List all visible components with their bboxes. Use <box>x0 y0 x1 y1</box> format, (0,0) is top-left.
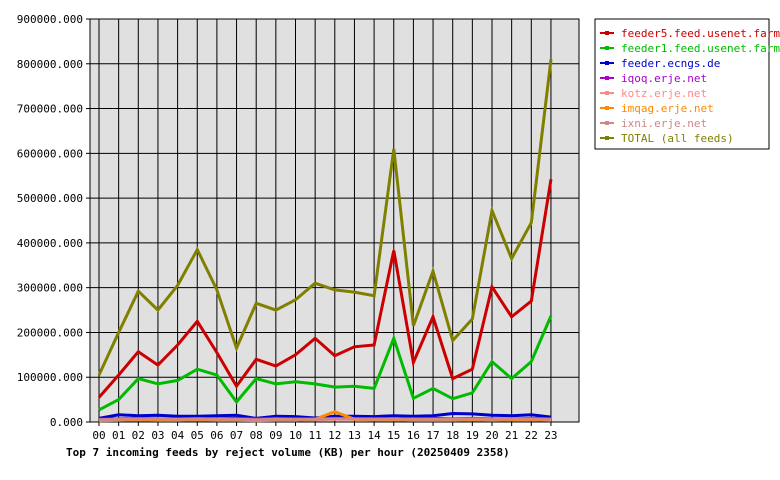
x-tick-label: 15 <box>387 429 400 442</box>
y-tick-label: 800000.000 <box>17 58 83 71</box>
x-tick-label: 13 <box>348 429 361 442</box>
x-tick-label: 07 <box>230 429 243 442</box>
series-line-ixni-erje-net <box>98 417 552 422</box>
x-tick-label: 03 <box>151 429 164 442</box>
x-tick-label: 23 <box>544 429 557 442</box>
legend-label-kotz-erje-net: kotz.erje.net <box>621 87 707 100</box>
y-tick-label: 100000.000 <box>17 371 83 384</box>
legend-label-imqag-erje-net: imqag.erje.net <box>621 102 714 115</box>
x-axis-label: Top 7 incoming feeds by reject volume (K… <box>66 446 510 459</box>
y-tick-label: 600000.000 <box>17 147 83 160</box>
series-lines <box>97 59 553 423</box>
x-tick-label: 09 <box>269 429 282 442</box>
legend-marker-kotz-erje-net <box>605 91 609 95</box>
y-axis-ticks: 0.000 100000.000 200000.000 300000.000 40000… <box>17 13 90 429</box>
legend-label-feeder-ecngs-de: feeder.ecngs.de <box>621 57 720 70</box>
x-tick-label: 17 <box>426 429 439 442</box>
legend: feeder5.feed.usenet.farm feeder1.feed.use… <box>594 18 780 150</box>
y-tick-label: 900000.000 <box>17 13 83 26</box>
x-tick-label: 08 <box>250 429 263 442</box>
x-tick-label: 18 <box>446 429 459 442</box>
x-axis-ticks: 00 01 02 03 04 05 06 07 08 09 10 11 12 13 14 15 16 17 18 19… <box>92 422 558 442</box>
legend-label-feeder5-feed-usenet-farm: feeder5.feed.usenet.farm <box>621 27 780 40</box>
x-tick-label: 00 <box>92 429 105 442</box>
legend-marker-imqag-erje-net <box>605 106 609 110</box>
y-tick-label: 0.000 <box>50 416 83 429</box>
series-line-total-all-feeds <box>97 59 553 376</box>
series-line-feeder5-feed-usenet-farm <box>97 179 553 399</box>
legend-marker-ixni-erje-net <box>605 121 609 125</box>
x-tick-label: 05 <box>191 429 204 442</box>
x-tick-label: 14 <box>367 429 381 442</box>
y-tick-label: 700000.000 <box>17 103 83 116</box>
legend-label-feeder1-feed-usenet-farm: feeder1.feed.usenet.farm <box>621 42 780 55</box>
legend-label-total-all-feeds: TOTAL (all feeds) <box>621 132 734 145</box>
x-tick-label: 12 <box>328 429 341 442</box>
legend-label-ixni-erje-net: ixni.erje.net <box>621 117 707 130</box>
x-tick-label: 06 <box>210 429 223 442</box>
legend-marker-feeder5-feed-usenet-farm <box>605 31 609 35</box>
legend-marker-feeder1-feed-usenet-farm <box>605 46 609 50</box>
legend-marker-iqoq-erje-net <box>605 76 609 80</box>
x-tick-label: 21 <box>505 429 518 442</box>
x-tick-label: 20 <box>485 429 498 442</box>
y-tick-label: 500000.000 <box>17 192 83 205</box>
legend-marker-feeder-ecngs-de <box>605 61 609 65</box>
series-line-feeder1-feed-usenet-farm <box>98 315 553 412</box>
x-tick-label: 01 <box>112 429 125 442</box>
x-tick-label: 22 <box>525 429 538 442</box>
x-tick-label: 04 <box>171 429 185 442</box>
x-tick-label: 16 <box>407 429 420 442</box>
y-tick-label: 300000.000 <box>17 282 83 295</box>
legend-box <box>594 18 770 150</box>
x-tick-label: 10 <box>289 429 302 442</box>
x-tick-label: 19 <box>466 429 479 442</box>
x-tick-label: 02 <box>132 429 145 442</box>
y-tick-label: 200000.000 <box>17 326 83 339</box>
y-tick-label: 400000.000 <box>17 237 83 250</box>
legend-marker-total-all-feeds <box>605 136 609 140</box>
x-tick-label: 11 <box>309 429 322 442</box>
legend-label-iqoq-erje-net: iqoq.erje.net <box>621 72 707 85</box>
